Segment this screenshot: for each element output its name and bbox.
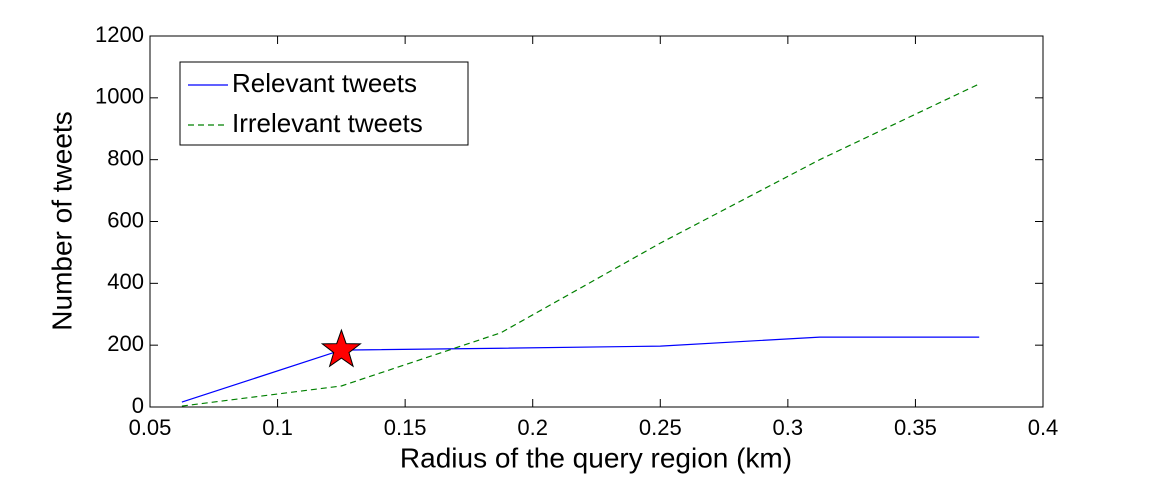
x-axis-label: Radius of the query region (km): [400, 442, 792, 473]
x-tick-label: 0.25: [639, 415, 682, 440]
x-tick-label: 0.2: [517, 415, 548, 440]
y-tick-label: 1000: [95, 84, 144, 109]
x-tick-label: 0.35: [894, 415, 937, 440]
y-tick-label: 600: [107, 207, 144, 232]
y-tick-label: 1200: [95, 22, 144, 47]
y-tick-label: 400: [107, 269, 144, 294]
data-line: [181, 83, 980, 407]
legend-label: Irrelevant tweets: [232, 108, 423, 138]
highlight-star: [320, 328, 362, 368]
x-tick-label: 0.15: [384, 415, 427, 440]
legend-box: [179, 61, 469, 146]
y-axis-label: Number of tweets: [46, 111, 77, 330]
x-tick-label: 0.3: [773, 415, 804, 440]
data-line: [181, 336, 980, 403]
y-tick-label: 800: [107, 145, 144, 170]
x-tick-label: 0.1: [262, 415, 293, 440]
x-tick-label: 0.05: [129, 415, 172, 440]
y-tick-label: 200: [107, 331, 144, 356]
legend-label: Relevant tweets: [232, 68, 417, 98]
x-tick-label: 0.4: [1028, 415, 1059, 440]
y-tick-label: 0: [132, 393, 144, 418]
